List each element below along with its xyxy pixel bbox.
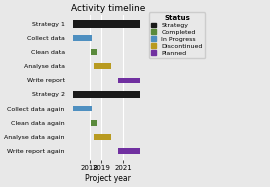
Bar	[73, 20, 140, 28]
Bar	[91, 49, 97, 55]
Title: Activity timeline: Activity timeline	[70, 4, 145, 13]
Bar	[94, 134, 111, 140]
Bar	[94, 63, 111, 69]
Bar	[91, 120, 97, 126]
Bar	[73, 35, 92, 41]
X-axis label: Project year: Project year	[85, 174, 131, 183]
Bar	[73, 106, 92, 111]
Bar	[118, 78, 140, 83]
Bar	[73, 91, 140, 98]
Bar	[118, 148, 140, 154]
Legend: Strategy, Completed, In Progress, Discontinued, Planned: Strategy, Completed, In Progress, Discon…	[149, 13, 205, 58]
